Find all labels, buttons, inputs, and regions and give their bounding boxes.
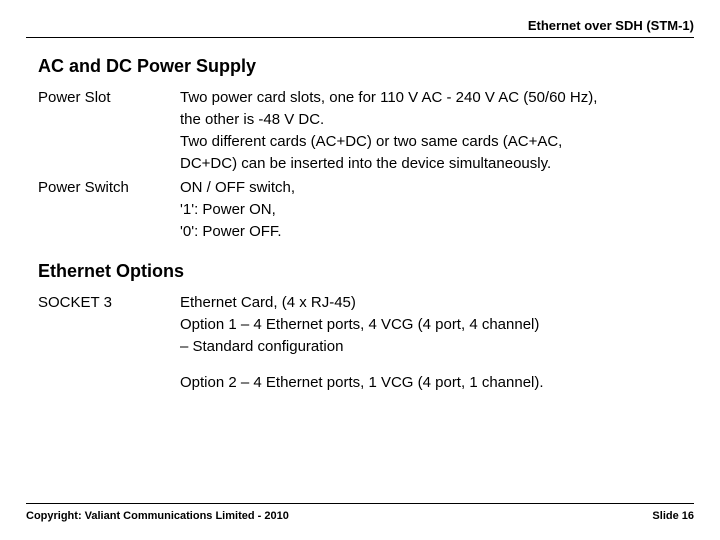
text-line: ON / OFF switch, xyxy=(180,177,694,199)
row-socket3: SOCKET 3 Ethernet Card, (4 x RJ-45) Opti… xyxy=(38,292,694,394)
text-line: – Standard configuration xyxy=(180,336,694,358)
row-power-slot: Power Slot Two power card slots, one for… xyxy=(38,87,694,175)
text-line: DC+DC) can be inserted into the device s… xyxy=(180,153,694,175)
text-line: Ethernet Card, (4 x RJ-45) xyxy=(180,292,694,314)
text-line: Two power card slots, one for 110 V AC -… xyxy=(180,87,694,109)
text-line: the other is -48 V DC. xyxy=(180,109,694,131)
value-power-switch: ON / OFF switch, '1': Power ON, '0': Pow… xyxy=(180,177,694,243)
text-line: '1': Power ON, xyxy=(180,199,694,221)
label-power-switch: Power Switch xyxy=(38,177,180,199)
text-line: Option 2 – 4 Ethernet ports, 1 VCG (4 po… xyxy=(180,372,694,394)
slide-header: Ethernet over SDH (STM-1) xyxy=(26,18,694,38)
text-line: Two different cards (AC+DC) or two same … xyxy=(180,131,694,153)
label-power-slot: Power Slot xyxy=(38,87,180,109)
label-socket3: SOCKET 3 xyxy=(38,292,180,314)
value-socket3: Ethernet Card, (4 x RJ-45) Option 1 – 4 … xyxy=(180,292,694,394)
footer-copyright: Copyright: Valiant Communications Limite… xyxy=(26,510,289,522)
spacer xyxy=(180,358,694,372)
text-line: '0': Power OFF. xyxy=(180,221,694,243)
footer-slide-number: Slide 16 xyxy=(652,510,694,522)
slide-content: AC and DC Power Supply Power Slot Two po… xyxy=(38,56,694,396)
section-ethernet: Ethernet Options SOCKET 3 Ethernet Card,… xyxy=(38,261,694,394)
header-title: Ethernet over SDH (STM-1) xyxy=(528,18,694,33)
text-line: Option 1 – 4 Ethernet ports, 4 VCG (4 po… xyxy=(180,314,694,336)
value-power-slot: Two power card slots, one for 110 V AC -… xyxy=(180,87,694,175)
section-heading-ethernet: Ethernet Options xyxy=(38,261,694,282)
row-power-switch: Power Switch ON / OFF switch, '1': Power… xyxy=(38,177,694,243)
slide-footer: Copyright: Valiant Communications Limite… xyxy=(26,503,694,522)
section-heading-power: AC and DC Power Supply xyxy=(38,56,694,77)
slide-page: Ethernet over SDH (STM-1) AC and DC Powe… xyxy=(0,0,720,540)
